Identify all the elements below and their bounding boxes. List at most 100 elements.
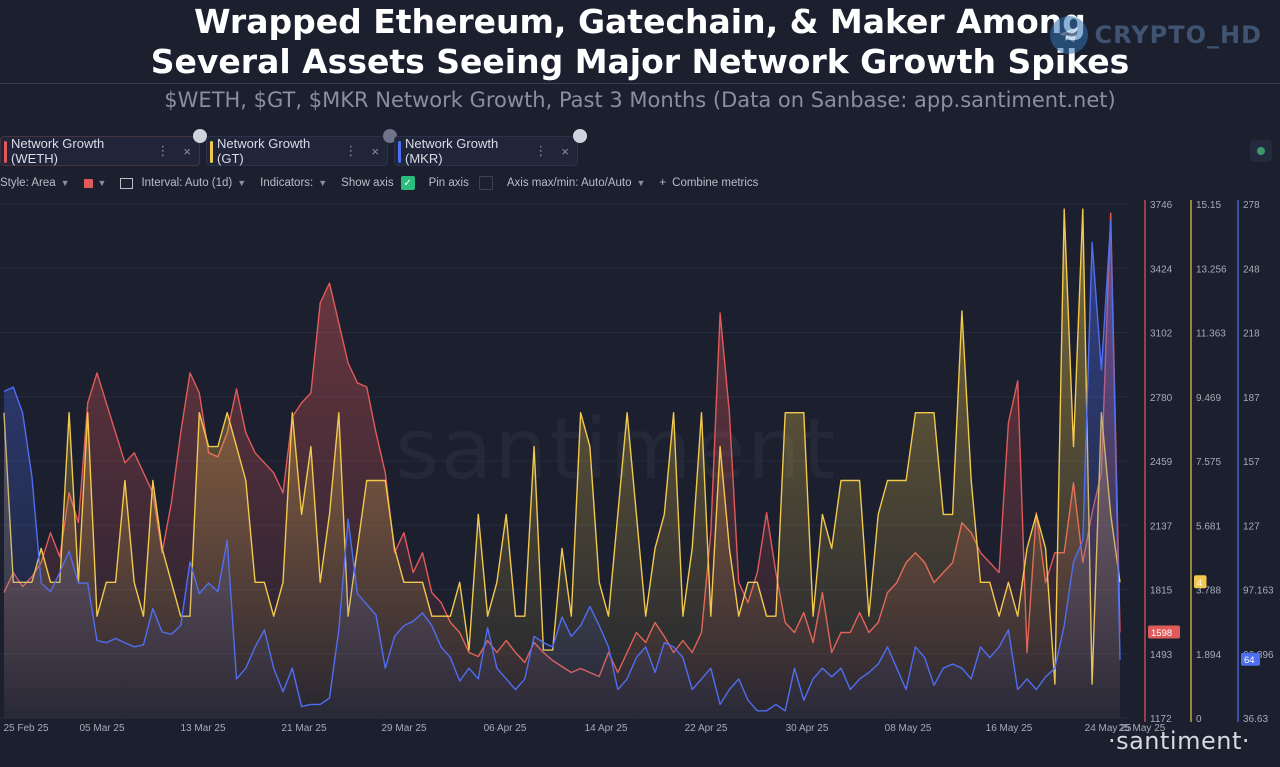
- weth-axis-tick: 3424: [1150, 264, 1173, 275]
- tab-weth-label: Network Growth (WETH): [11, 136, 105, 166]
- calendar-icon: [120, 177, 134, 189]
- style-dropdown[interactable]: Style: Area ▼: [0, 177, 70, 189]
- mkr-color-swatch: [398, 141, 401, 163]
- x-axis-tick: 25 Feb 25: [3, 723, 48, 734]
- x-axis-tick: 13 Mar 25: [180, 723, 225, 734]
- x-axis-tick: 22 Apr 25: [685, 723, 728, 734]
- tab-gt-label: Network Growth (GT): [217, 136, 311, 166]
- title-divider: [0, 83, 1280, 84]
- x-axis-tick: 05 Mar 25: [79, 723, 124, 734]
- weth-axis-tick: 2137: [1150, 521, 1173, 532]
- ethereum-icon: [193, 129, 207, 143]
- mkr-axis-tick: 127: [1243, 521, 1260, 532]
- interval-dropdown[interactable]: Interval: Auto (1d) ▼: [120, 177, 246, 189]
- pin-axis-toggle[interactable]: Pin axis: [429, 176, 493, 190]
- close-icon[interactable]: ×: [183, 143, 191, 159]
- gt-axis-tick: 9.469: [1196, 393, 1221, 404]
- weth-axis-tick: 2459: [1150, 457, 1173, 468]
- gt-last-value-badge: [1194, 575, 1207, 589]
- show-axis-label: Show axis: [341, 177, 394, 189]
- gt-axis-tick: 11.363: [1196, 329, 1226, 340]
- chevron-down-icon: ▼: [97, 178, 107, 188]
- tab-gt[interactable]: Network Growth (GT) ⋮ ×: [206, 129, 397, 166]
- indicators-dropdown[interactable]: Indicators: ▼: [260, 177, 327, 189]
- weth-axis-tick: 1493: [1150, 650, 1173, 661]
- live-status-icon[interactable]: [1250, 140, 1272, 162]
- more-options-icon[interactable]: ⋮: [344, 143, 358, 158]
- mkr-axis-tick: 248: [1243, 264, 1260, 275]
- tab-mkr[interactable]: Network Growth (MKR) ⋮ ×: [394, 129, 587, 166]
- indicators-label: Indicators:: [260, 177, 314, 189]
- weth-last-value-label: 1598: [1151, 628, 1172, 639]
- interval-label: Interval: Auto (1d): [141, 177, 233, 189]
- close-icon[interactable]: ×: [561, 143, 569, 159]
- mkr-axis-tick: 278: [1243, 200, 1260, 211]
- brand-watermark: CRYPTO_HD: [1050, 16, 1262, 54]
- x-axis-tick: 29 Mar 25: [381, 723, 426, 734]
- title-line-1: Wrapped Ethereum, Gatechain, & Maker Amo…: [194, 2, 1086, 41]
- weth-axis-tick: 1172: [1150, 714, 1172, 725]
- mkr-last-value-badge: [1241, 652, 1260, 666]
- chevron-down-icon: ▼: [636, 178, 646, 188]
- gt-axis-tick: 7.575: [1196, 457, 1221, 468]
- weth-axis-tick: 3746: [1150, 200, 1173, 211]
- color-swatch: [83, 178, 93, 188]
- tab-mkr-label: Network Growth (MKR): [405, 136, 499, 166]
- chart-subtitle: $WETH, $GT, $MKR Network Growth, Past 3 …: [164, 88, 1116, 112]
- combine-label: Combine metrics: [672, 177, 759, 189]
- color-picker[interactable]: ▼: [83, 178, 107, 188]
- axis-minmax-dropdown[interactable]: Axis max/min: Auto/Auto ▼: [507, 177, 646, 189]
- more-options-icon[interactable]: ⋮: [534, 143, 548, 158]
- close-icon[interactable]: ×: [371, 143, 379, 159]
- plus-icon: +: [659, 177, 667, 189]
- mkr-last-value-label: 64: [1244, 655, 1255, 666]
- more-options-icon[interactable]: ⋮: [156, 143, 170, 158]
- chart-toolbar: Style: Area ▼ ▼ Interval: Auto (1d) ▼ Indi…: [0, 174, 772, 192]
- telegram-icon: [1050, 16, 1089, 54]
- x-axis-tick: 30 Apr 25: [786, 723, 829, 734]
- mkr-axis-tick: 218: [1243, 329, 1260, 340]
- weth-last-value-badge: [1148, 625, 1180, 639]
- x-axis-tick: 16 May 25: [986, 723, 1033, 734]
- x-axis-tick: 25 May 25: [1119, 723, 1166, 734]
- chevron-down-icon: ▼: [60, 178, 70, 188]
- brand-text: CRYPTO_HD: [1094, 21, 1262, 49]
- mkr-axis-tick: 187: [1243, 393, 1260, 404]
- gt-last-value-label: 4: [1197, 578, 1202, 589]
- checkbox-checked-icon[interactable]: ✓: [400, 176, 415, 190]
- network-growth-chart[interactable]: 3746 3424 3102 2780 2459 2137 1815 1493 1172 1598…: [0, 196, 1280, 736]
- weth-color-swatch: [4, 141, 7, 163]
- gt-color-swatch: [210, 141, 213, 163]
- x-axis-tick: 14 Apr 25: [585, 723, 628, 734]
- mkr-axis-tick: 97.163: [1243, 586, 1274, 597]
- x-axis-tick: 21 Mar 25: [281, 723, 326, 734]
- lock-icon: [383, 129, 397, 143]
- chevron-down-icon: ▼: [237, 178, 247, 188]
- series-area-network-growth-gt-: [4, 209, 1120, 718]
- gt-axis-tick: 5.681: [1196, 521, 1221, 532]
- ethereum-icon: [573, 129, 587, 143]
- show-axis-toggle[interactable]: Show axis ✓: [341, 176, 415, 190]
- gt-axis-tick: 3.788: [1196, 586, 1221, 597]
- gt-axis-tick: 13.256: [1196, 264, 1227, 275]
- tab-weth[interactable]: Network Growth (WETH) ⋮ ×: [0, 129, 207, 166]
- checkbox-unchecked-icon[interactable]: [478, 176, 493, 190]
- x-axis-tick: 06 Apr 25: [484, 723, 527, 734]
- chart-title: Wrapped Ethereum, Gatechain, & Maker Amo…: [0, 0, 1280, 84]
- santiment-logo: ·santiment·: [1107, 727, 1250, 755]
- background-watermark: santiment: [395, 400, 837, 498]
- weth-axis-tick: 1815: [1150, 586, 1173, 597]
- metric-tabs: Network Growth (WETH) ⋮ × Network Growth…: [0, 129, 587, 168]
- weth-axis-tick: 3102: [1150, 329, 1173, 340]
- gt-axis-tick: 1.894: [1196, 650, 1221, 661]
- chevron-down-icon: ▼: [318, 178, 328, 188]
- x-axis-tick: 24 May 25: [1085, 723, 1132, 734]
- series-line-network-growth-mkr-: [3, 220, 1121, 712]
- style-label: Style: Area: [0, 177, 56, 189]
- axis-minmax-label: Axis max/min: Auto/Auto: [506, 177, 632, 189]
- weth-axis-tick: 2780: [1150, 393, 1173, 404]
- gt-axis-tick: 15.15: [1196, 200, 1221, 211]
- combine-metrics-button[interactable]: + Combine metrics: [659, 177, 758, 189]
- x-axis-tick: 08 May 25: [885, 723, 932, 734]
- pin-axis-label: Pin axis: [428, 177, 469, 189]
